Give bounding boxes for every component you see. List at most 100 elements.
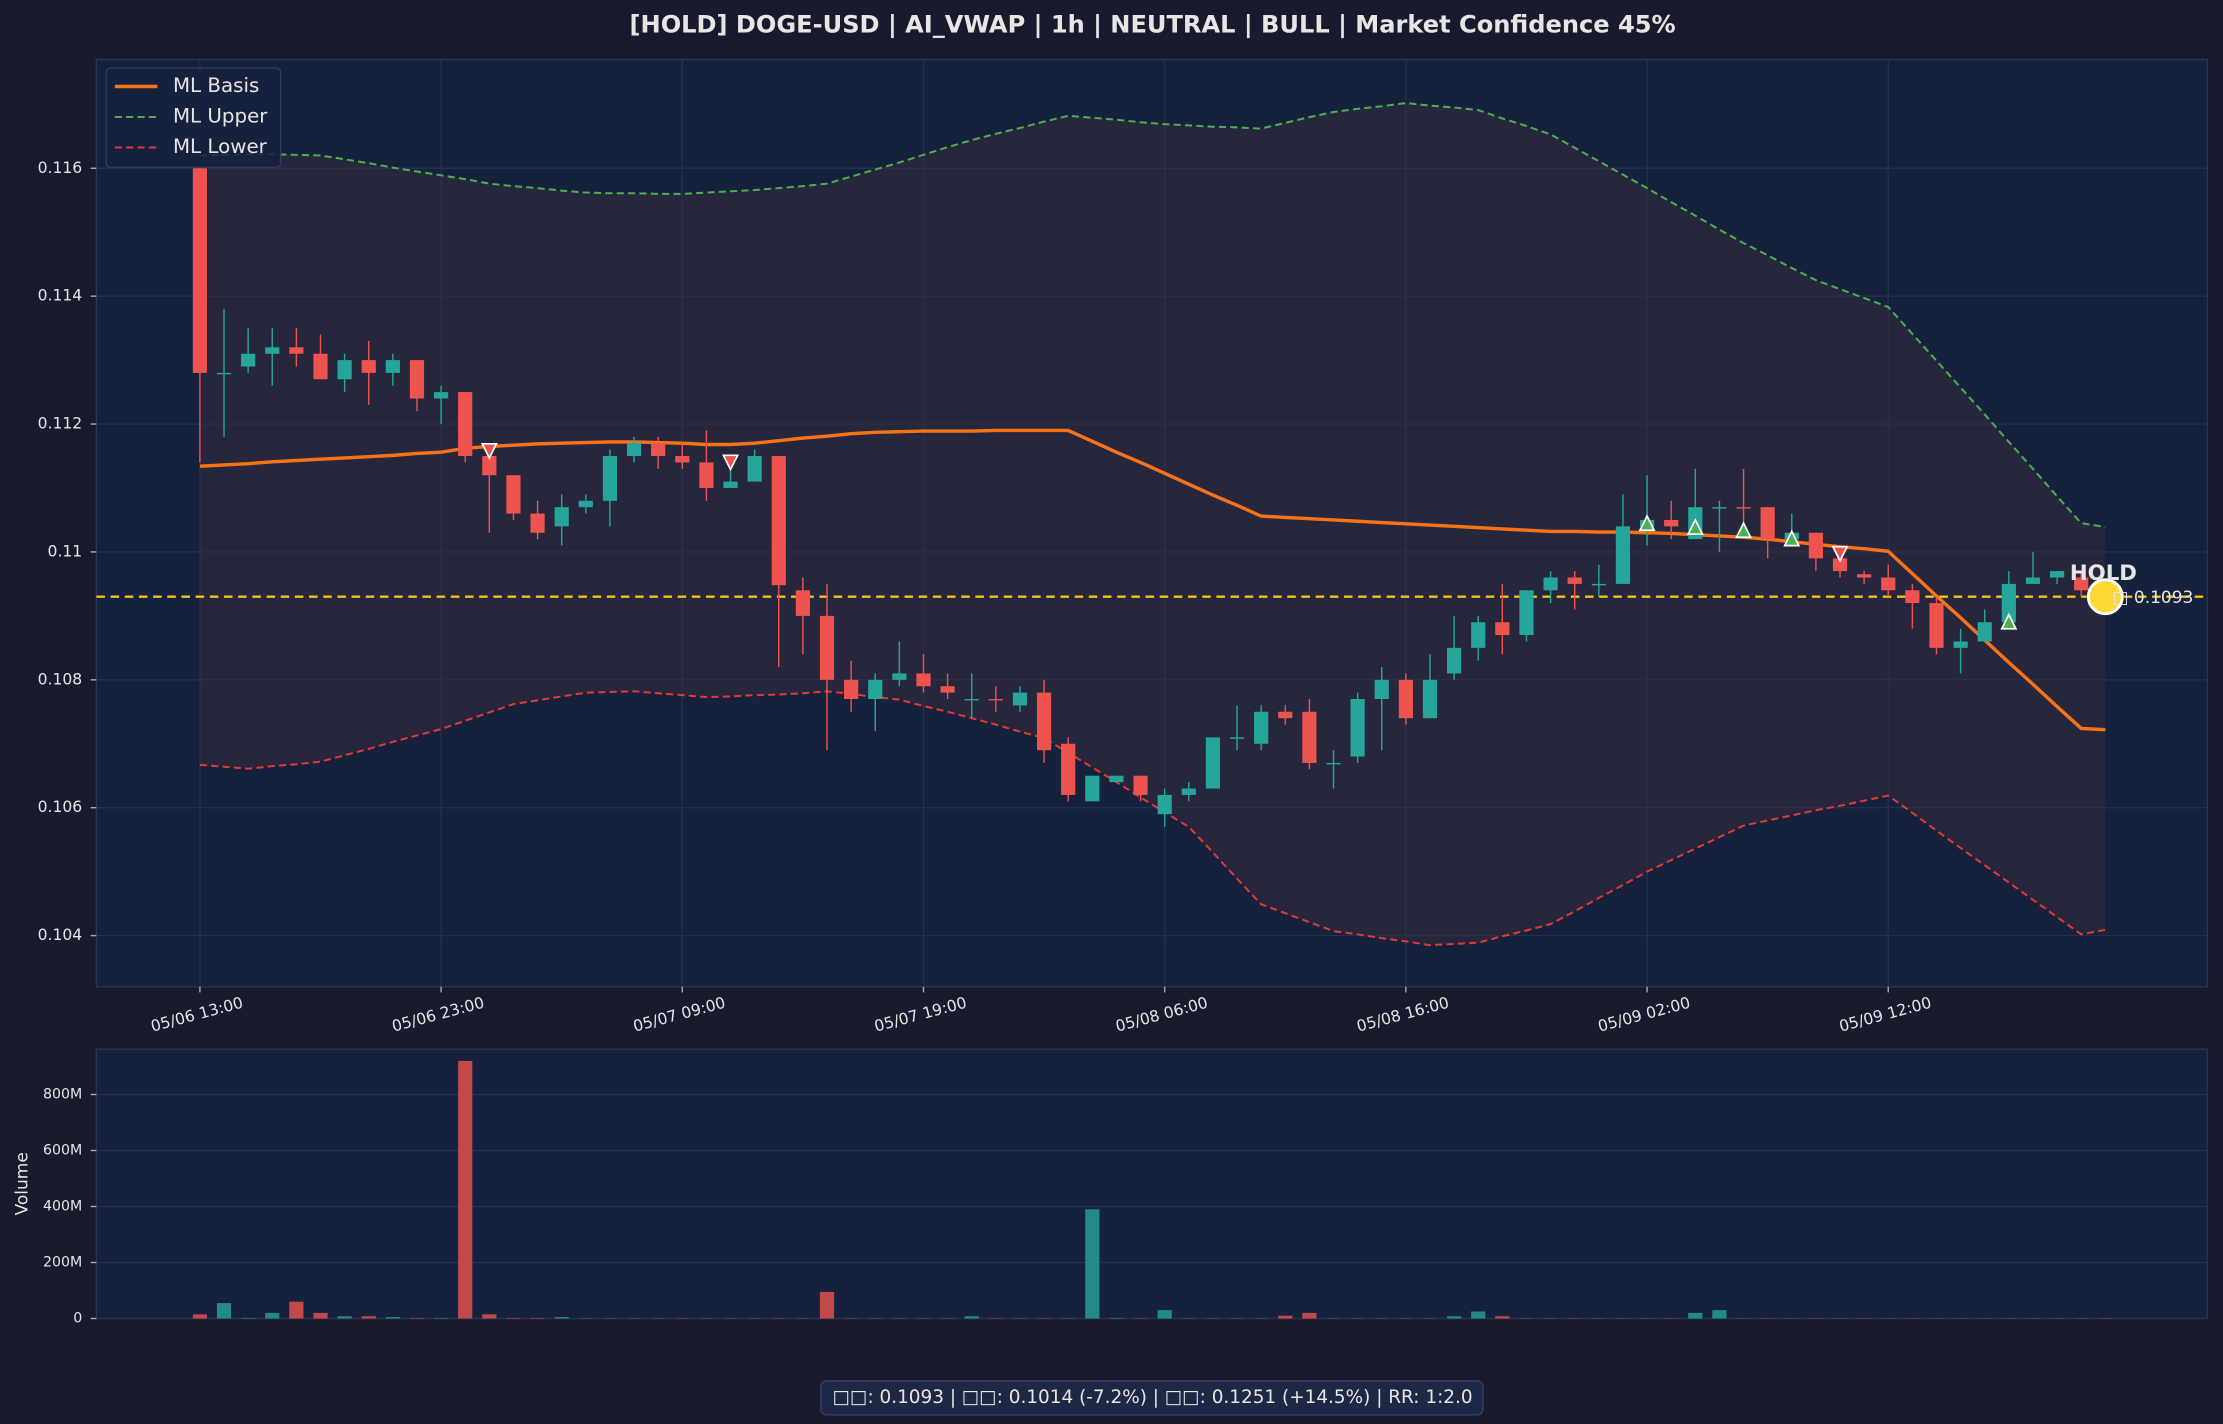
- volume-bar: [216, 1303, 232, 1319]
- volume-bar: [1712, 1310, 1727, 1319]
- volume-bar: [1495, 1316, 1510, 1319]
- price-panel: [95, 58, 2209, 988]
- candle-body: [1712, 507, 1727, 509]
- candle-body: [699, 462, 714, 488]
- candle-body: [482, 456, 497, 476]
- candle-body: [1133, 775, 1148, 795]
- candle-body: [530, 513, 545, 533]
- candle-body: [409, 360, 425, 399]
- volume-bar: [361, 1316, 376, 1319]
- y-tick-label: 200M: [43, 1255, 82, 1271]
- candle-body: [795, 590, 810, 616]
- buy-signal: [1686, 518, 1704, 535]
- candle-body: [916, 673, 931, 687]
- volume-bar: [385, 1317, 400, 1319]
- candle-body: [1832, 558, 1848, 572]
- footer-text: □□: 0.1093 | □□: 0.1014 (-7.2%) | □□: 0.…: [833, 1387, 1473, 1408]
- volume-bar: [530, 1317, 545, 1319]
- candle-body: [1519, 590, 1534, 636]
- hold-value-label: □ 0.1093: [2112, 588, 2193, 608]
- candle-body: [1857, 574, 1872, 578]
- sell-signal: [1831, 545, 1849, 563]
- candle-body: [1278, 711, 1293, 719]
- candle-body: [2074, 577, 2089, 591]
- volume-bar: [434, 1317, 449, 1319]
- volume-bar: [337, 1316, 352, 1319]
- candle-body: [723, 481, 738, 488]
- candle-body: [1205, 737, 1221, 789]
- volume-bar: [192, 1314, 207, 1319]
- candle-body: [385, 360, 400, 373]
- candle-body: [1109, 775, 1124, 783]
- candle-body: [988, 699, 1003, 701]
- candle-body: [554, 507, 569, 527]
- candle-body: [675, 456, 690, 463]
- band-line: [199, 102, 2106, 528]
- candle-body: [819, 615, 835, 680]
- y-tick-label: 600M: [43, 1142, 82, 1158]
- footer-box: [820, 1380, 1484, 1416]
- y-tick-label: 800M: [43, 1086, 82, 1102]
- candle-body: [1447, 647, 1462, 674]
- volume-bar: [1157, 1310, 1172, 1319]
- candle-body: [2050, 571, 2065, 578]
- y-tick-label: 0.112: [38, 415, 83, 433]
- volume-bar: [1302, 1312, 1317, 1319]
- candle-body: [265, 347, 280, 354]
- legend-label: ML Basis: [173, 74, 259, 97]
- candle-body: [216, 372, 232, 375]
- band-fill: [199, 103, 2106, 946]
- candle-body: [1254, 711, 1269, 744]
- volume-bar: [313, 1312, 328, 1319]
- candle-body: [1061, 743, 1076, 795]
- hold-label: HOLD: [2070, 561, 2137, 586]
- volume-bar: [265, 1312, 280, 1319]
- candle-body: [434, 392, 449, 399]
- legend-label: ML Upper: [173, 104, 268, 127]
- buy-signal: [1735, 521, 1753, 539]
- candle-body: [1229, 737, 1245, 739]
- candle-body: [1495, 622, 1510, 636]
- y-tick-label: 0.11: [48, 542, 83, 560]
- candle-body: [337, 360, 352, 380]
- volume-bar: [964, 1316, 979, 1319]
- candle-body: [1157, 794, 1172, 815]
- candle-body: [1422, 679, 1438, 719]
- candle-body: [1326, 762, 1341, 765]
- candle-body: [1374, 679, 1389, 700]
- buy-signal: [2000, 612, 2018, 630]
- volume-bar: [1471, 1311, 1486, 1319]
- candle-body: [241, 353, 256, 367]
- volume-bar: [1109, 1317, 1124, 1319]
- candle-body: [1664, 519, 1679, 527]
- volume-bar: [1085, 1209, 1100, 1319]
- volume-bar: [409, 1317, 425, 1319]
- y-tick-label: 0: [73, 1311, 82, 1327]
- hold-marker: [2086, 578, 2124, 616]
- candle-body: [506, 475, 521, 514]
- candle-body: [1350, 699, 1365, 757]
- volume-bar: [506, 1317, 521, 1319]
- buy-signal: [1783, 529, 1801, 547]
- candle-body: [1977, 622, 1992, 642]
- candle-body: [1929, 603, 1944, 648]
- candle-body: [1953, 641, 1968, 648]
- volume-bar: [458, 1060, 473, 1319]
- y-tick-label: 0.116: [38, 159, 83, 177]
- band-line: [199, 690, 2106, 947]
- candle-body: [1591, 583, 1606, 586]
- volume-bar: [554, 1317, 569, 1319]
- sell-signal: [722, 454, 739, 472]
- y-tick-label: 0.114: [38, 287, 83, 305]
- candle-body: [1036, 692, 1052, 751]
- volume-bar: [1688, 1312, 1703, 1319]
- buy-signal: [1638, 514, 1656, 532]
- candle-body: [192, 168, 207, 373]
- y-tick-label: 0.104: [38, 926, 83, 944]
- candle-body: [2001, 583, 2016, 623]
- candle-body: [771, 456, 786, 586]
- y-tick-label: 0.108: [38, 670, 83, 688]
- candle-body: [602, 456, 618, 501]
